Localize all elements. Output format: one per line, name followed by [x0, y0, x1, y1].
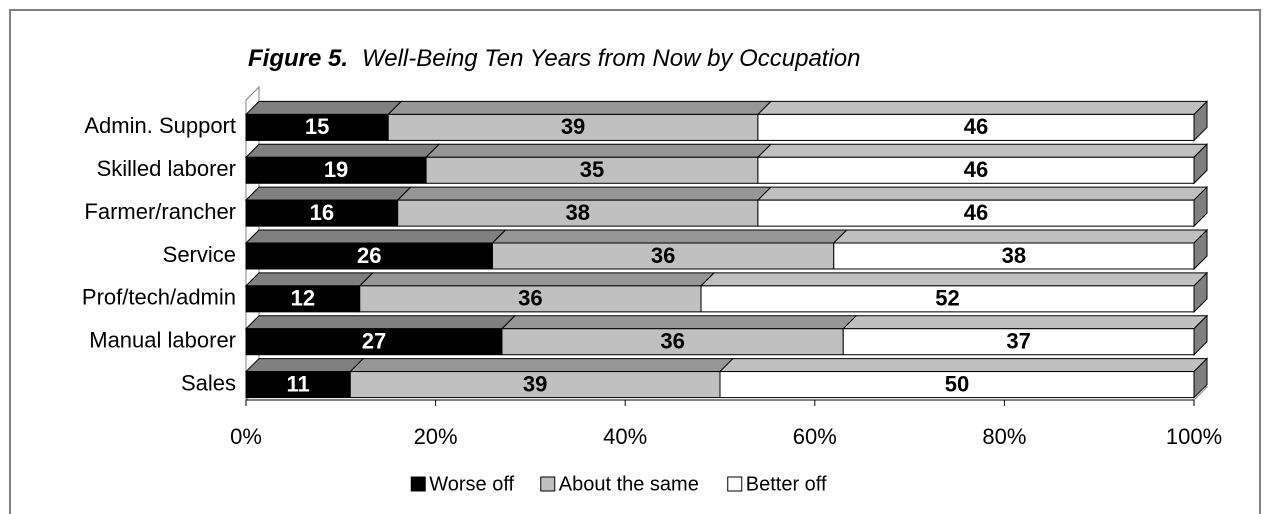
legend-swatch: [727, 476, 743, 492]
y-tick-label: Service: [163, 242, 236, 267]
data-label: 46: [964, 200, 988, 225]
data-label: 36: [518, 286, 542, 311]
data-label: 38: [566, 200, 590, 225]
legend-label: Better off: [746, 473, 827, 495]
bar: [245, 199, 399, 227]
x-tick-label: 60%: [793, 424, 837, 449]
bar: [501, 328, 844, 356]
bar: [387, 113, 759, 141]
bar-top: [424, 143, 773, 158]
x-tick-label: 40%: [603, 424, 647, 449]
chart-title: Figure 5. Well-Being Ten Years from Now b…: [248, 45, 861, 72]
bar-top: [386, 100, 773, 115]
bar-top: [718, 358, 1209, 373]
bar-top: [244, 100, 403, 115]
data-label: 46: [964, 114, 988, 139]
y-tick-label: Farmer/rancher: [84, 199, 236, 224]
bar-top: [396, 186, 773, 201]
bar-top: [756, 186, 1209, 201]
x-tick-label: 80%: [982, 424, 1026, 449]
y-tick-label: Skilled laborer: [97, 156, 236, 181]
y-tick-label: Admin. Support: [84, 113, 236, 138]
data-label: 35: [580, 157, 604, 182]
bar-side: [1193, 185, 1208, 228]
x-tick-label: 20%: [414, 424, 458, 449]
bar-top: [491, 229, 848, 244]
bar: [842, 328, 1195, 356]
data-label: 52: [935, 286, 959, 311]
data-label: 12: [291, 286, 315, 311]
bar: [700, 285, 1195, 313]
data-label: 26: [357, 243, 381, 268]
data-label: 37: [1006, 329, 1030, 354]
bar: [491, 242, 835, 270]
data-label: 27: [362, 329, 386, 354]
bar-top: [756, 100, 1209, 115]
data-label: 39: [523, 371, 547, 396]
data-label: 50: [945, 371, 969, 396]
bar-top: [244, 315, 517, 330]
bar-top: [500, 315, 858, 330]
bar-top: [244, 272, 374, 287]
bar: [757, 199, 1195, 227]
y-tick-label: Sales: [181, 370, 236, 395]
bar-side: [1193, 143, 1208, 185]
data-label: 46: [964, 157, 988, 182]
data-label: 19: [324, 157, 348, 182]
bar-top: [244, 358, 365, 373]
figure-label: Figure 5.: [248, 45, 348, 72]
bar-side: [1193, 271, 1208, 314]
data-label: 36: [660, 329, 684, 354]
x-tick-label: 100%: [1166, 424, 1222, 449]
bar-top: [756, 143, 1209, 158]
bar: [245, 156, 427, 184]
bar-top: [244, 229, 507, 244]
bar: [349, 371, 721, 399]
bar-top: [358, 272, 716, 287]
data-label: 36: [651, 243, 675, 268]
legend-swatch: [540, 476, 556, 492]
bar-top: [244, 186, 412, 201]
bar-top: [842, 315, 1209, 330]
bar-top: [832, 229, 1209, 244]
data-label: 11: [287, 371, 310, 396]
bar: [245, 242, 493, 270]
title-text: Well-Being Ten Years from Now by Occupat…: [362, 45, 860, 72]
data-label: 16: [310, 200, 334, 225]
bar: [757, 113, 1195, 141]
y-tick-label: Prof/tech/admin: [82, 285, 236, 310]
bar-top: [244, 143, 441, 158]
y-tick-label: Manual laborer: [89, 328, 236, 353]
bar-side: [1193, 228, 1208, 271]
data-label: 38: [1002, 243, 1026, 268]
bar-top: [349, 358, 735, 373]
bar-side: [1193, 357, 1208, 399]
bar: [833, 242, 1195, 270]
bar-side: [1193, 314, 1208, 356]
legend-label: About the same: [559, 473, 699, 495]
bar-side: [1193, 100, 1208, 142]
data-label: 39: [561, 114, 585, 139]
bar: [245, 371, 351, 399]
data-label: 15: [305, 114, 329, 139]
x-tick-label: 0%: [230, 424, 262, 449]
legend-swatch: [410, 476, 426, 492]
legend-label: Worse off: [429, 473, 514, 495]
bar-top: [699, 272, 1209, 287]
